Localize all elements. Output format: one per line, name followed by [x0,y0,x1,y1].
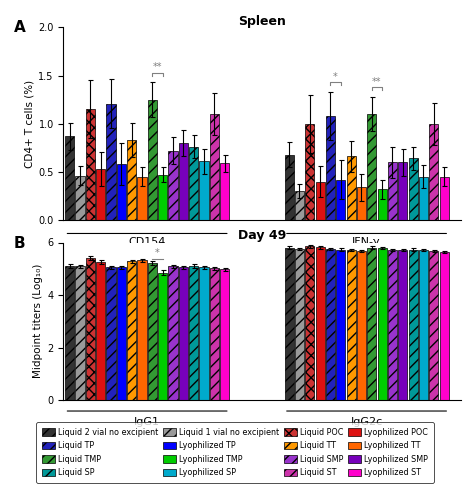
Bar [179,268,188,400]
Bar [137,176,147,220]
Bar [284,248,294,400]
Bar [127,262,136,400]
Bar [86,110,95,220]
Bar [65,266,74,400]
Bar [179,143,188,220]
Bar [210,114,219,220]
Bar [326,249,335,400]
Bar [419,176,428,220]
Bar [305,124,314,220]
Bar [408,250,418,400]
Bar [357,251,366,400]
Bar [199,268,209,400]
Bar [315,247,325,400]
Bar [326,116,335,220]
Bar [284,154,294,220]
Bar [117,268,126,400]
Bar [96,169,105,220]
Text: **: ** [153,62,162,72]
Title: Day 49: Day 49 [238,230,286,242]
Bar [398,162,407,220]
Text: *: * [333,72,338,82]
Bar [106,268,116,400]
Bar [137,260,147,400]
Bar [106,104,116,220]
Bar [346,250,356,400]
Bar [429,124,439,220]
Text: A: A [14,20,25,35]
Bar [117,164,126,220]
Bar [357,188,366,220]
Bar [439,252,448,400]
Title: Spleen: Spleen [238,14,286,28]
Bar [96,262,105,400]
Y-axis label: CD4+ T cells (%): CD4+ T cells (%) [24,80,34,168]
Bar [367,114,376,220]
Bar [315,182,325,220]
Bar [65,136,74,220]
Bar [295,249,304,400]
Bar [305,246,314,400]
Bar [377,248,387,400]
Bar [419,250,428,400]
Bar [168,266,178,400]
Bar [220,163,229,220]
Bar [336,180,345,220]
Bar [158,175,167,220]
Bar [388,250,397,400]
Bar [148,100,157,220]
Y-axis label: Midpoint titers (Log₁₀): Midpoint titers (Log₁₀) [33,264,43,378]
Bar [295,191,304,220]
Bar [220,270,229,400]
Bar [377,189,387,220]
Bar [398,250,407,400]
Bar [388,162,397,220]
Bar [168,150,178,220]
Text: *: * [155,248,160,258]
Bar [367,248,376,400]
Bar [439,176,448,220]
Bar [210,268,219,400]
Bar [189,266,198,400]
Bar [189,147,198,220]
Bar [148,263,157,400]
Bar [86,258,95,400]
Legend: Liquid 2 vial no excipient, Liquid TP, Liquid TMP, Liquid SP, Liquid 1 vial no e: Liquid 2 vial no excipient, Liquid TP, L… [36,422,434,483]
Bar [346,156,356,220]
Bar [199,162,209,220]
Bar [429,251,439,400]
Bar [336,250,345,400]
Bar [408,158,418,220]
Bar [76,176,85,220]
Text: **: ** [372,76,382,86]
Bar [76,266,85,400]
Text: B: B [14,236,25,251]
Bar [158,272,167,400]
Bar [127,140,136,220]
